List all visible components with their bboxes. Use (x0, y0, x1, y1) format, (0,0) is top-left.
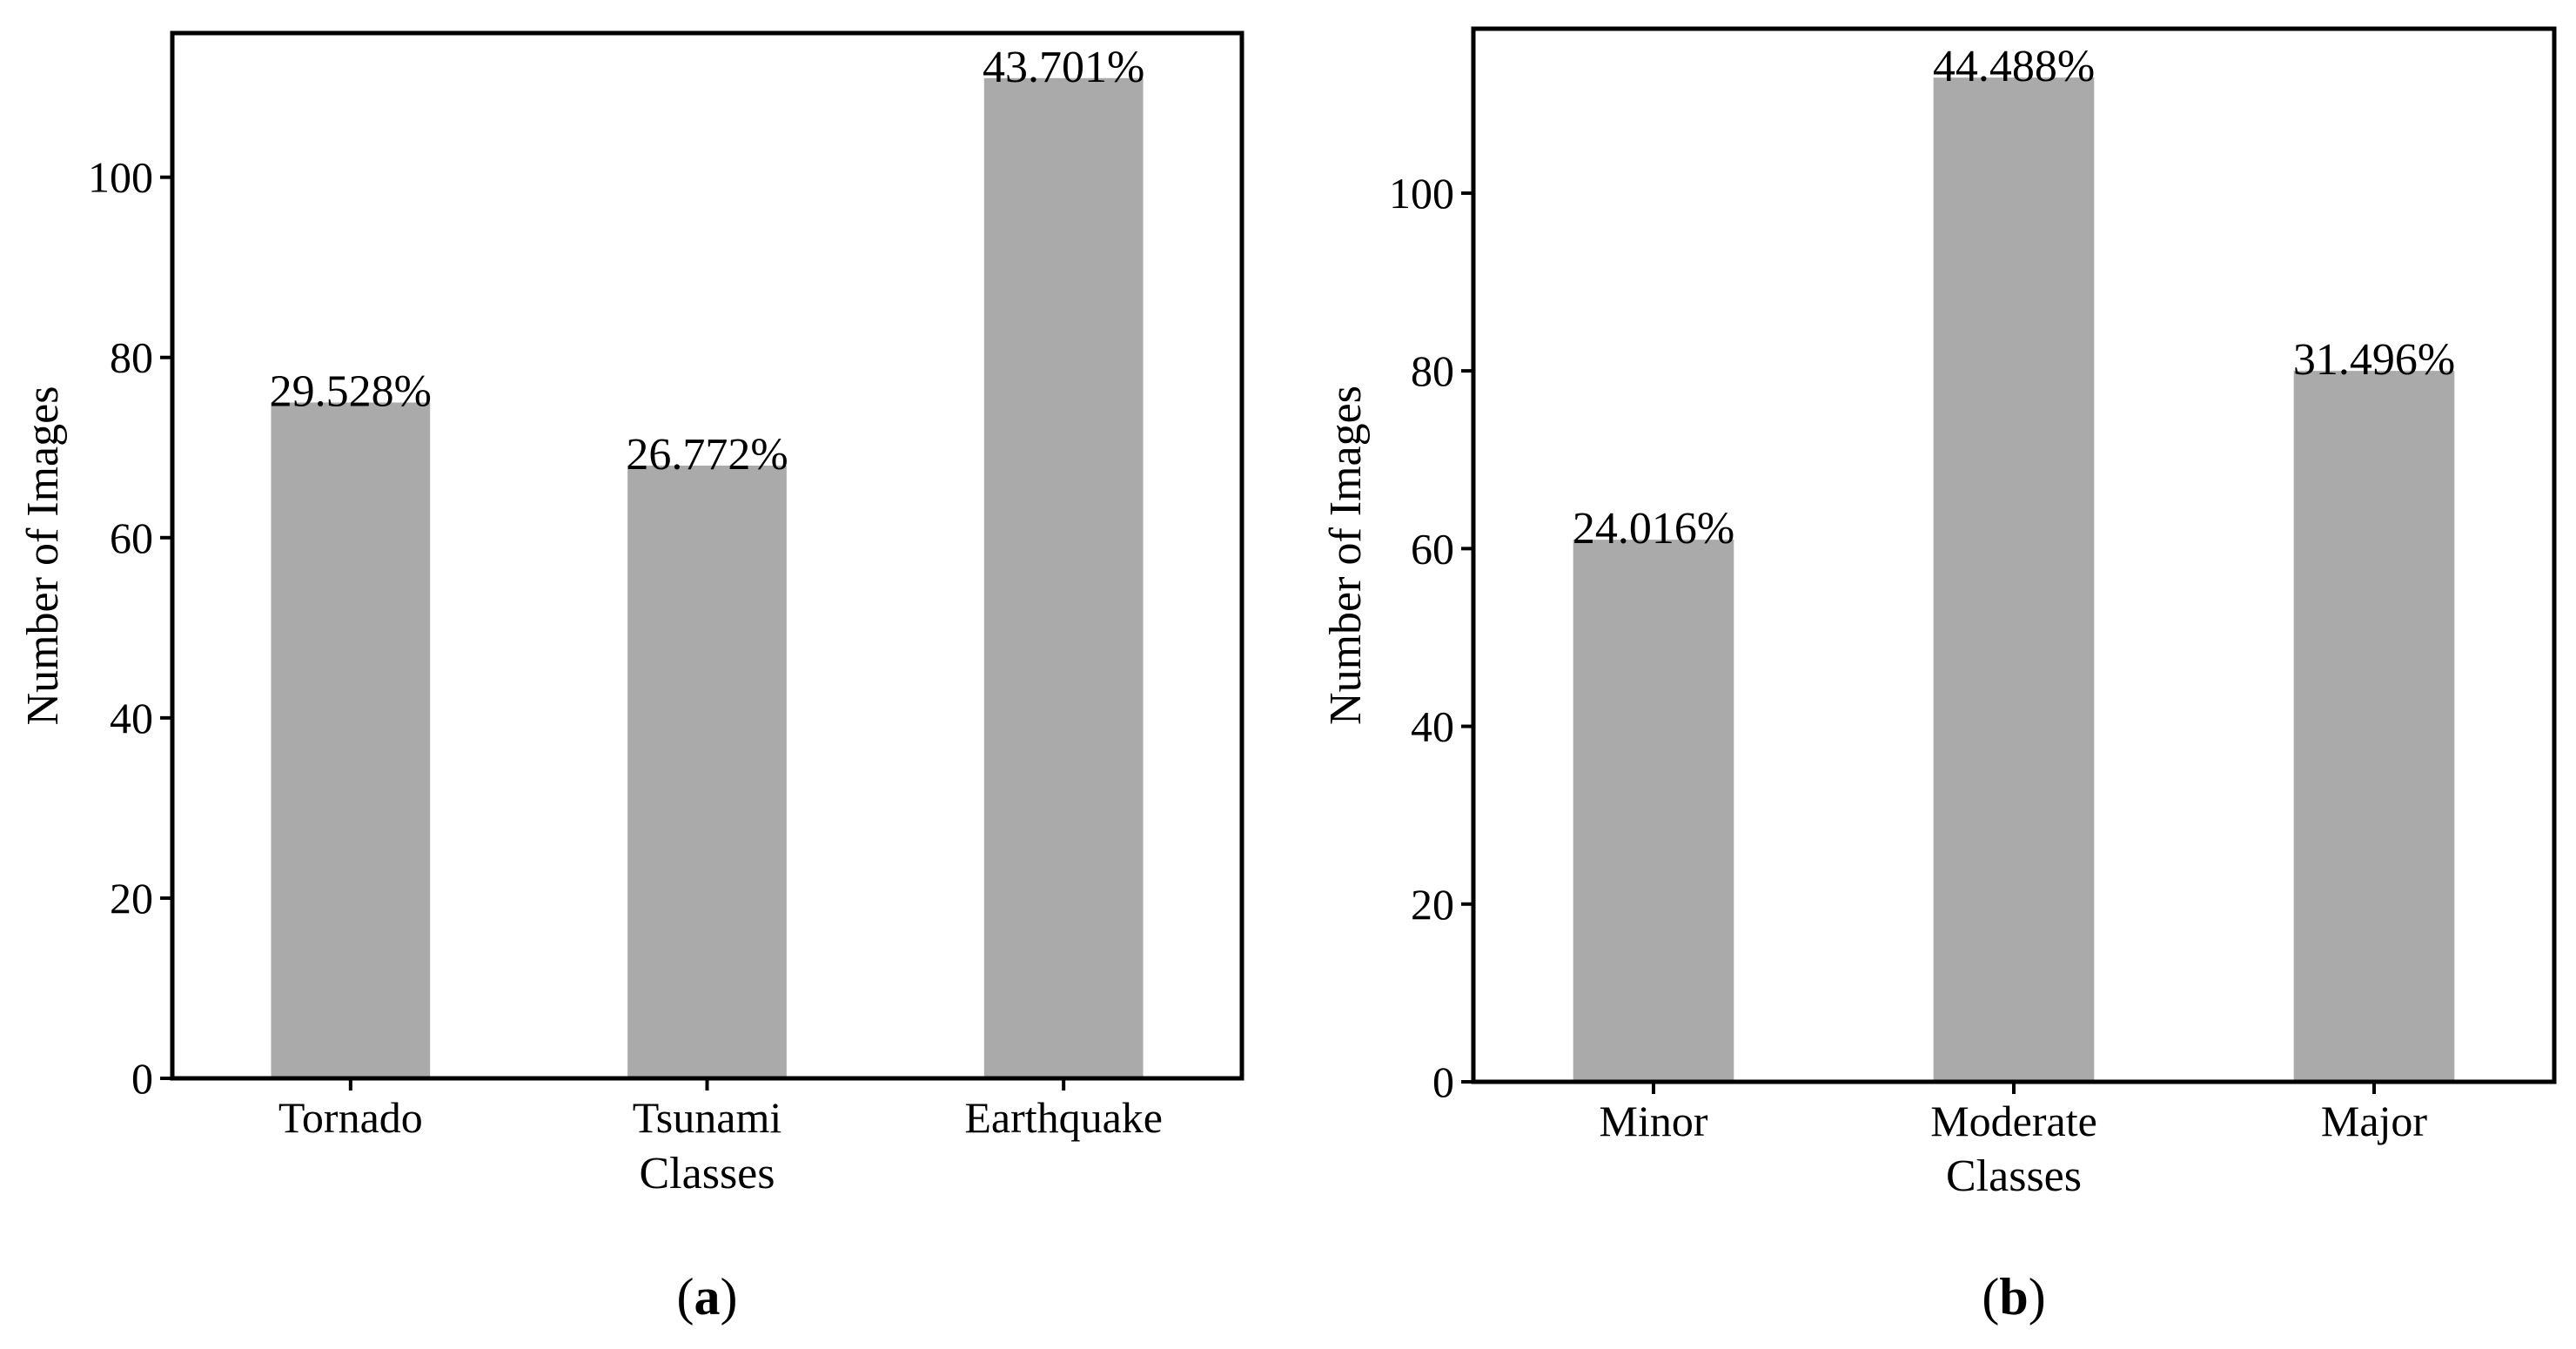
y-tick-label: 60 (1411, 524, 1454, 573)
panel-caption: (a) (677, 1268, 738, 1326)
x-tick-label-tornado: Tornado (278, 1093, 423, 1142)
panel-letter: b (1999, 1268, 2028, 1326)
y-tick-label: 100 (88, 153, 153, 202)
y-axis-label: Number of Images (18, 386, 68, 726)
panel-letter: a (694, 1268, 721, 1326)
bar-label-earthquake: 43.701% (983, 43, 1144, 92)
x-axis-label: Classes (640, 1149, 775, 1198)
bar-earthquake (983, 77, 1144, 1079)
bar-label-minor: 24.016% (1573, 504, 1734, 554)
bar-label-moderate: 44.488% (1933, 42, 2095, 91)
y-axis-label: Number of Images (1321, 386, 1371, 725)
bar-label-tornado: 29.528% (270, 366, 432, 416)
y-tick-label: 60 (110, 513, 153, 562)
bar-major (2293, 371, 2455, 1082)
panel-caption: (b) (1982, 1268, 2045, 1326)
y-tick-label: 0 (1432, 1057, 1454, 1106)
bar-minor (1573, 540, 1734, 1082)
bar-label-tsunami: 26.772% (626, 430, 788, 480)
y-tick-label: 40 (1411, 702, 1454, 751)
x-axis-label: Classes (1946, 1151, 2082, 1201)
x-tick-label-earthquake: Earthquake (964, 1093, 1163, 1142)
x-tick-label-minor: Minor (1600, 1097, 1708, 1145)
x-tick-label-major: Major (2321, 1097, 2428, 1145)
y-tick-label: 40 (110, 694, 153, 742)
chart-panel-b: 24.016% 44.488% 31.496% 0 20 40 60 80 100 Minor Mo… (1321, 26, 2557, 1326)
y-tick-label: 80 (1411, 346, 1454, 395)
bar-tsunami (627, 465, 787, 1078)
y-tick-label: 0 (131, 1054, 153, 1103)
x-tick-label-moderate: Moderate (1930, 1097, 2097, 1145)
bar-tornado (271, 402, 431, 1078)
y-tick-label: 20 (110, 874, 153, 923)
y-tick-label: 20 (1411, 880, 1454, 929)
x-tick-label-tsunami: Tsunami (633, 1093, 782, 1142)
bar-moderate (1933, 77, 2095, 1082)
y-tick-label: 100 (1389, 169, 1454, 218)
y-tick-label: 80 (110, 333, 153, 382)
bar-label-major: 31.496% (2293, 335, 2455, 385)
chart-panel-a: 29.528% 26.772% 43.701% 0 20 40 60 80 100 Tornado… (18, 30, 1244, 1326)
